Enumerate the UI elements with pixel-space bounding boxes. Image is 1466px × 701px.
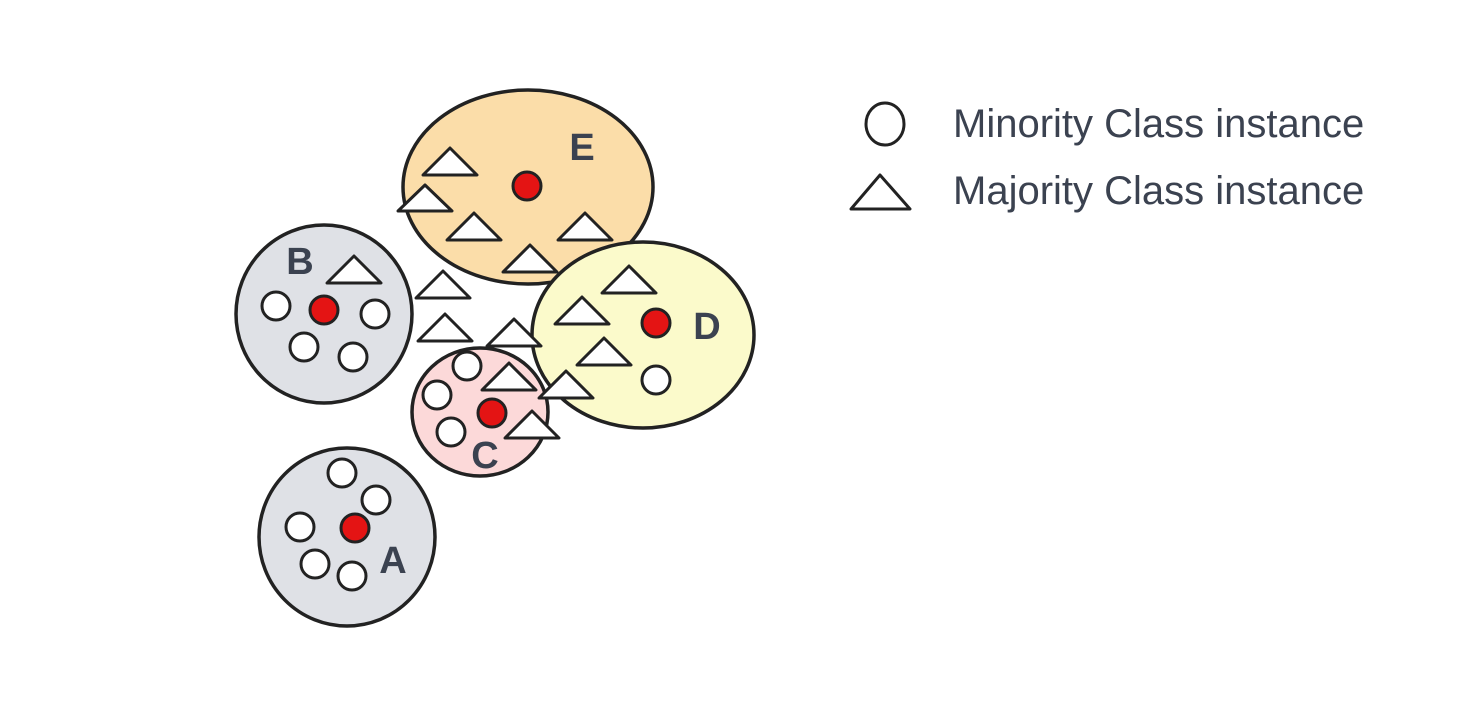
majority-instance: [480, 361, 538, 392]
minority-instance: [359, 298, 391, 330]
region-a: A: [257, 446, 437, 628]
majority-instance: [553, 295, 611, 326]
region-e-label: E: [569, 127, 594, 169]
region-d-center: [640, 307, 672, 339]
triangle-icon: [849, 173, 912, 211]
majority-instances: [325, 146, 658, 440]
minority-instance: [336, 560, 368, 592]
minority-instance: [421, 379, 453, 411]
minority-instance: [640, 364, 672, 396]
majority-instance: [537, 369, 595, 400]
majority-instance: [414, 269, 472, 300]
majority-instance: [325, 254, 383, 285]
region-a-label: A: [379, 540, 406, 582]
legend-majority-label: Majority Class instance: [953, 169, 1364, 213]
majority-instance: [575, 336, 633, 367]
region-c-label: C: [471, 435, 498, 477]
majority-instance: [501, 243, 559, 274]
region-c-points: C: [421, 350, 508, 477]
minority-instance: [326, 457, 358, 489]
minority-instance: [451, 350, 483, 382]
majority-instance: [445, 211, 503, 242]
minority-instance: [288, 331, 320, 363]
region-e-center: [511, 170, 543, 202]
minority-instance: [360, 484, 392, 516]
region-a-center: [339, 512, 371, 544]
minority-instance: [435, 416, 467, 448]
region-b-center: [308, 294, 340, 326]
minority-instance: [337, 341, 369, 373]
region-e-points: E: [511, 127, 595, 202]
majority-instance: [485, 317, 543, 348]
minority-instance: [299, 548, 331, 580]
legend-minority-label: Minority Class instance: [953, 102, 1364, 146]
region-d-points: D: [640, 306, 721, 396]
minority-instance: [260, 290, 292, 322]
legend: Minority Class instance Majority Class i…: [849, 101, 1364, 213]
region-d-label: D: [693, 306, 720, 348]
region-b-label: B: [286, 241, 313, 283]
majority-instance: [600, 264, 658, 295]
region-b: B: [234, 223, 414, 405]
majority-instance: [396, 183, 454, 213]
region-c-center: [476, 397, 508, 429]
minority-instance: [284, 511, 316, 543]
majority-instance: [416, 312, 474, 343]
majority-instance: [421, 146, 479, 177]
majority-instance: [556, 211, 614, 242]
majority-instance: [503, 409, 561, 440]
circle-icon: [864, 101, 906, 147]
